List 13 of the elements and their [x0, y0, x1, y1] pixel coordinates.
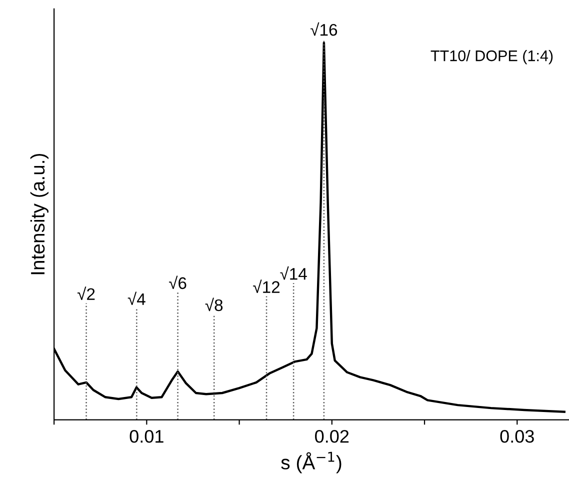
y-axis-title: Intensity (a.u.) [30, 154, 48, 274]
ref-line-label: √4 [128, 292, 146, 306]
ref-line-label: √8 [205, 298, 223, 312]
x-tick-label: 0.03 [500, 430, 534, 443]
ref-line-label: √6 [168, 276, 186, 290]
ref-line-label: √14 [280, 266, 307, 280]
annotation: TT10/ DOPE (1:4) [430, 50, 553, 64]
ref-line-label: √2 [77, 286, 95, 300]
x-tick-label: 0.02 [315, 430, 349, 443]
x-tick-label: 0.01 [130, 430, 164, 443]
ref-line-label: √12 [253, 280, 280, 293]
ref-line-label: √16 [310, 22, 338, 36]
x-axis-title: s (Å$^{−1}$) [281, 452, 342, 474]
